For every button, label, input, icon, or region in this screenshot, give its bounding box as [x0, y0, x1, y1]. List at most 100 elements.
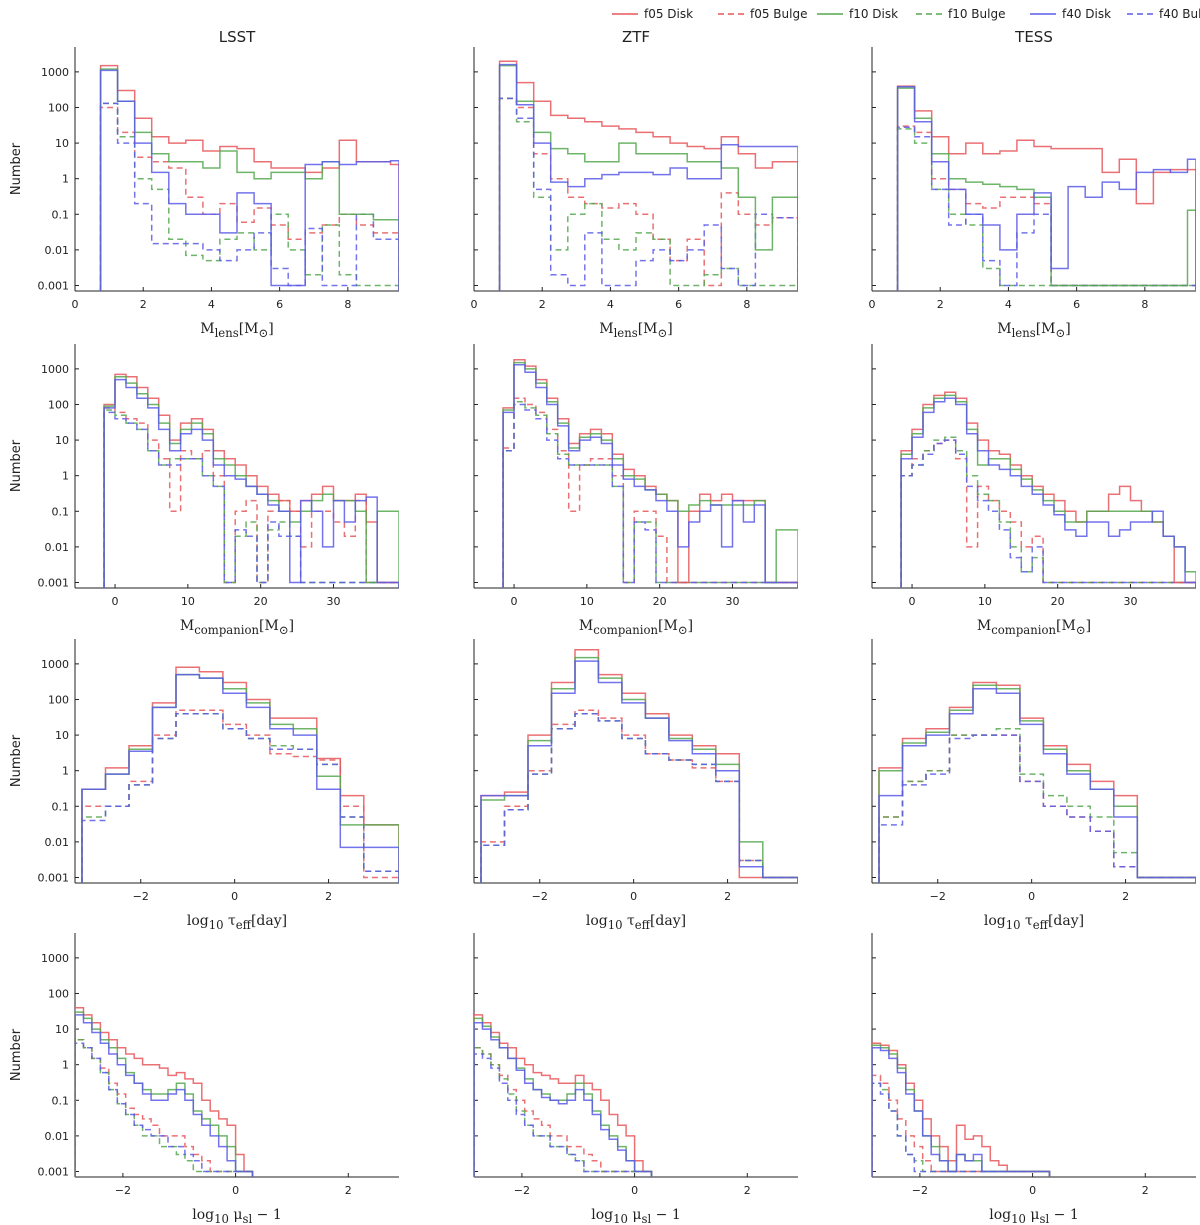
y-tick-label: 1: [62, 470, 69, 483]
legend: f05 Disk f05 Bulge f10 Disk f10 Bulge f40 Di…: [612, 7, 1200, 21]
y-tick-label: 100: [48, 398, 69, 411]
series-f10-disk: [498, 64, 798, 291]
series-f10-disk: [75, 1011, 254, 1177]
series-group: [896, 85, 1196, 291]
legend-label: f40 Bulge: [1159, 7, 1200, 21]
x-tick-label: 0: [471, 298, 478, 311]
series-f05-bulge: [878, 734, 1196, 883]
y-tick-label: 0.001: [38, 576, 70, 589]
x-axis-label-wrap: log10 μsl − 1: [192, 1207, 282, 1225]
y-tick-label: 0.1: [52, 208, 70, 221]
series-f05-disk: [872, 1042, 1051, 1177]
series-f05-disk: [498, 60, 798, 291]
series-f05-bulge: [99, 106, 399, 291]
x-axis-label-wrap: Mcompanion[M⊙]: [578, 618, 694, 637]
column-title-ztf: ZTF: [622, 28, 650, 46]
series-group: [872, 1042, 1051, 1177]
series-f40-bulge: [900, 439, 1196, 588]
y-tick-label: 10: [55, 137, 69, 150]
x-tick-label: 0: [232, 1184, 239, 1197]
series-f10-disk: [900, 394, 1196, 588]
y-tick-label: 100: [48, 987, 69, 1000]
x-tick-label: 8: [743, 298, 750, 311]
column-title-lsst: LSST: [219, 28, 256, 46]
panel-ztf-row-2: −2 0 2 log10 τeff[day]: [473, 639, 798, 932]
series-f05-disk: [99, 64, 399, 291]
series-f05-disk: [75, 1006, 254, 1177]
series-f05-disk: [474, 1014, 653, 1177]
x-tick-label: 0: [1028, 890, 1035, 903]
legend-entry-f10-bulge: f10 Bulge: [916, 7, 1005, 21]
x-axis-label: Mlens[M⊙]: [200, 321, 274, 340]
series-f40-disk: [103, 378, 399, 588]
y-tick-label: 1000: [41, 658, 69, 671]
x-tick-label: −2: [912, 1184, 928, 1197]
x-tick-label: −2: [133, 890, 149, 903]
x-tick-label: −2: [930, 890, 946, 903]
x-axis-label-wrap: log10 μsl − 1: [591, 1207, 681, 1225]
legend-entry-f05-disk: f05 Disk: [612, 7, 693, 21]
x-tick-label: 0: [72, 298, 79, 311]
legend-label: f10 Disk: [849, 7, 898, 21]
x-tick-label: 6: [675, 298, 682, 311]
x-tick-label: 4: [607, 298, 614, 311]
series-f40-disk: [872, 1046, 1051, 1177]
x-axis-label: Mlens[M⊙]: [599, 321, 673, 340]
y-tick-label: 0.1: [52, 1094, 70, 1107]
x-tick-label: 2: [1142, 1184, 1149, 1197]
panel-tess-row-0: 0 2 4 6 8 Mlens[M⊙]: [869, 47, 1196, 340]
series-f40-bulge: [896, 126, 1196, 291]
x-tick-label: 2: [345, 1184, 352, 1197]
x-axis-label: Mcompanion[M⊙]: [976, 618, 1092, 637]
x-tick-label: 0: [630, 890, 637, 903]
series-f05-disk: [878, 681, 1196, 883]
series-f40-bulge: [99, 102, 399, 291]
x-tick-label: 0: [909, 595, 916, 608]
y-tick-label: 0.01: [45, 541, 70, 554]
series-group: [900, 391, 1196, 588]
y-axis-label: Number: [9, 142, 24, 195]
x-axis-label-wrap: Mlens[M⊙]: [997, 321, 1071, 340]
x-axis-label-wrap: log10 μsl − 1: [989, 1207, 1079, 1225]
series-f40-disk: [81, 673, 399, 883]
series-f05-bulge: [872, 1074, 1051, 1177]
series-group: [474, 1014, 653, 1177]
x-axis-label: log10 μsl − 1: [989, 1207, 1079, 1225]
series-f40-bulge: [103, 411, 399, 588]
series-f10-disk: [81, 673, 399, 883]
x-axis-label-wrap: log10 τeff[day]: [983, 913, 1085, 932]
panel-lsst-row-1: 0.001 0.01 0.1 1 10 100 1000 0 10 20 30 Mcompanion[…: [9, 344, 399, 637]
y-axis-label: Number: [9, 439, 24, 492]
x-axis-label: log10 τeff[day]: [983, 913, 1085, 932]
x-tick-label: 10: [978, 595, 992, 608]
series-f40-bulge: [474, 1053, 653, 1177]
series-f40-disk: [99, 69, 399, 291]
series-f05-bulge: [81, 709, 399, 883]
series-f40-bulge: [878, 734, 1196, 883]
series-f05-disk: [900, 391, 1196, 588]
x-tick-label: 20: [653, 595, 667, 608]
x-axis-label-wrap: log10 τeff[day]: [187, 913, 287, 932]
x-tick-label: 30: [725, 595, 739, 608]
series-f10-bulge: [474, 1046, 653, 1177]
series-f40-disk: [502, 364, 798, 588]
x-axis-label-wrap: Mlens[M⊙]: [200, 321, 274, 340]
x-tick-label: 0: [1029, 1184, 1036, 1197]
y-tick-label: 10: [55, 729, 69, 742]
series-f05-disk: [81, 666, 399, 883]
x-axis-label: Mcompanion[M⊙]: [578, 618, 694, 637]
x-tick-label: 0: [869, 298, 876, 311]
series-group: [99, 64, 399, 291]
series-f10-disk: [474, 1017, 653, 1177]
x-tick-label: 2: [937, 298, 944, 311]
series-f40-disk: [474, 1022, 653, 1177]
x-tick-label: 0: [231, 890, 238, 903]
y-tick-label: 10: [55, 1023, 69, 1036]
y-tick-label: 1: [62, 173, 69, 186]
x-tick-label: 8: [1141, 298, 1148, 311]
series-group: [81, 666, 399, 883]
x-axis-label-wrap: log10 τeff[day]: [586, 913, 686, 932]
series-f40-disk: [480, 660, 798, 883]
y-tick-label: 0.001: [38, 279, 70, 292]
